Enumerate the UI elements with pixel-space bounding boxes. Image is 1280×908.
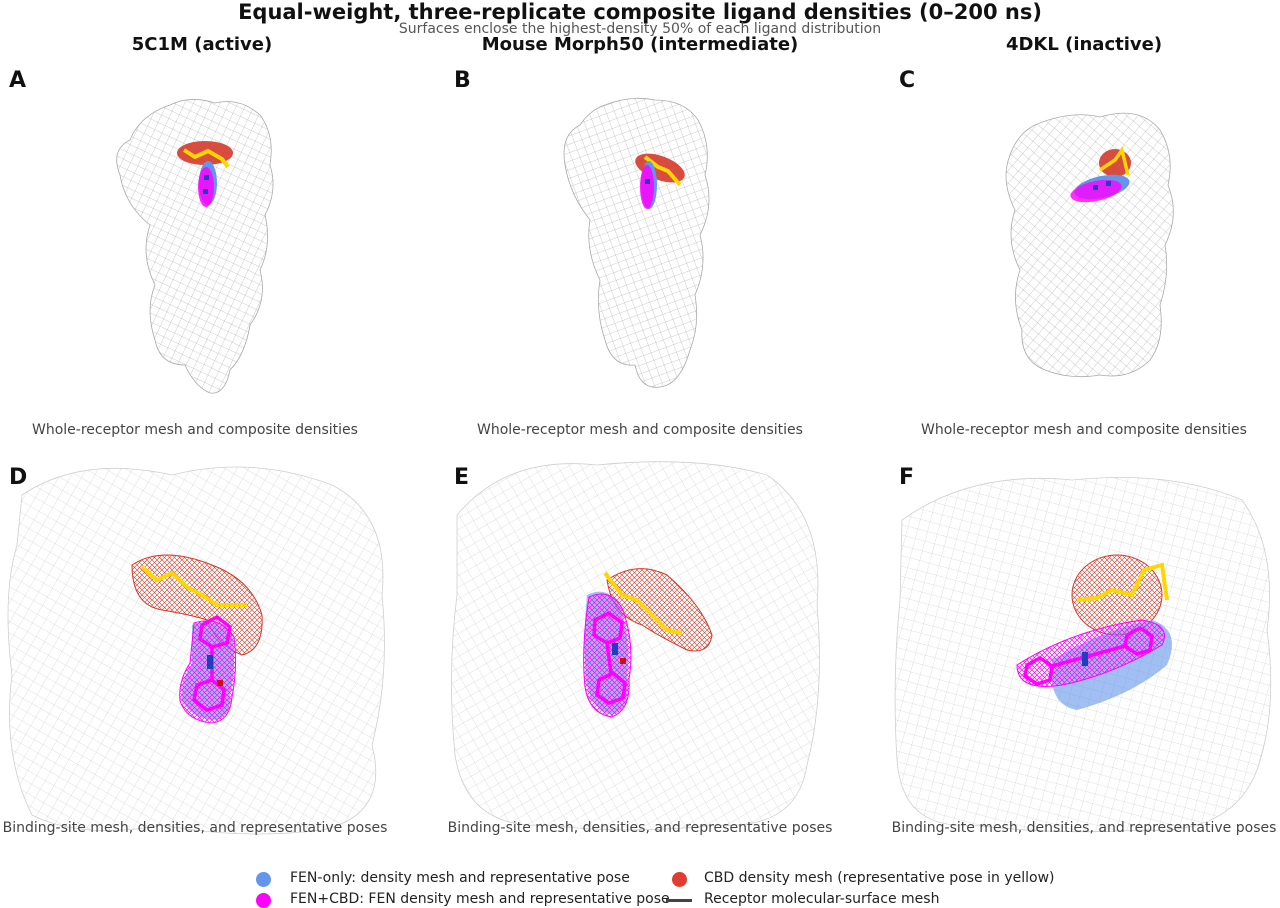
fen-pose-atom: [645, 179, 650, 184]
cbd-pose: [643, 155, 682, 187]
receptor-mesh: [563, 97, 710, 388]
receptor-mesh: [116, 99, 274, 394]
panel-f-binding-site: [894, 477, 1272, 833]
cbd-pose: [182, 148, 230, 169]
legend: FEN-only: density mesh and representativ…: [250, 864, 1055, 908]
panel-a-receptor: [116, 99, 274, 394]
figure-title: Equal-weight, three-replicate composite …: [238, 0, 1042, 24]
panel-b-caption: Whole-receptor mesh and composite densit…: [477, 422, 803, 438]
panel-letter-d: D: [9, 465, 28, 490]
fen-pose-atom: [1093, 185, 1098, 190]
fen-pose-atom: [204, 175, 209, 180]
column-title-4dkl: 4DKL (inactive): [1005, 34, 1163, 55]
fen-pose-atom: [1106, 181, 1111, 186]
cbd-pose: [1076, 562, 1169, 602]
legend-label-receptor: Receptor molecular-surface mesh: [704, 891, 940, 907]
panel-a-caption: Whole-receptor mesh and composite densit…: [32, 422, 358, 438]
legend-marker-receptor: [666, 899, 692, 902]
fen-pose: [592, 610, 627, 705]
panel-letter-c: C: [899, 68, 916, 93]
panel-f-caption: Binding-site mesh, densities, and repres…: [891, 820, 1277, 836]
cbd-pose: [1099, 145, 1130, 176]
legend-marker-fen-only: [256, 872, 271, 887]
panel-letter-a: A: [9, 68, 27, 93]
fen-density-blob: [640, 161, 657, 209]
cbd-pose: [140, 565, 247, 607]
panel-letter-e: E: [454, 465, 470, 490]
fen-pose: [1023, 625, 1154, 686]
panel-c-receptor: [1005, 112, 1174, 378]
legend-marker-cbd: [672, 872, 687, 887]
fen-pose-oxygen: [217, 680, 223, 686]
figure-subtitle: Surfaces enclose the highest-density 50%…: [398, 21, 882, 37]
panel-e-binding-site: [451, 461, 820, 831]
legend-label-cbd: CBD density mesh (representative pose in…: [704, 870, 1055, 886]
panel-d-caption: Binding-site mesh, densities, and repres…: [2, 820, 388, 836]
fen-pose-atom: [203, 189, 208, 194]
fen-pose-atom: [612, 643, 618, 655]
receptor-mesh: [451, 461, 820, 831]
legend-label-fen-only: FEN-only: density mesh and representativ…: [290, 870, 630, 886]
legend-marker-fen-cbd: [256, 893, 271, 908]
legend-label-fen-cbd: FEN+CBD: FEN density mesh and representa…: [290, 891, 670, 907]
panel-b-receptor: [563, 97, 710, 388]
fen-pose-oxygen: [620, 658, 626, 664]
panel-letter-b: B: [454, 68, 471, 93]
cbd-density-mesh: [606, 568, 713, 652]
panel-c-caption: Whole-receptor mesh and composite densit…: [921, 422, 1247, 438]
column-title-5c1m: 5C1M (active): [131, 34, 273, 55]
column-title-morph50: Mouse Morph50 (intermediate): [481, 34, 799, 55]
receptor-mesh: [1005, 112, 1174, 378]
panel-e-caption: Binding-site mesh, densities, and repres…: [447, 820, 833, 836]
fen-pose-atom: [207, 655, 213, 669]
cbd-pose: [603, 571, 683, 635]
panel-letter-f: F: [899, 465, 915, 490]
panel-d-binding-site: [7, 466, 385, 835]
fen-pose-atom: [1082, 652, 1088, 666]
